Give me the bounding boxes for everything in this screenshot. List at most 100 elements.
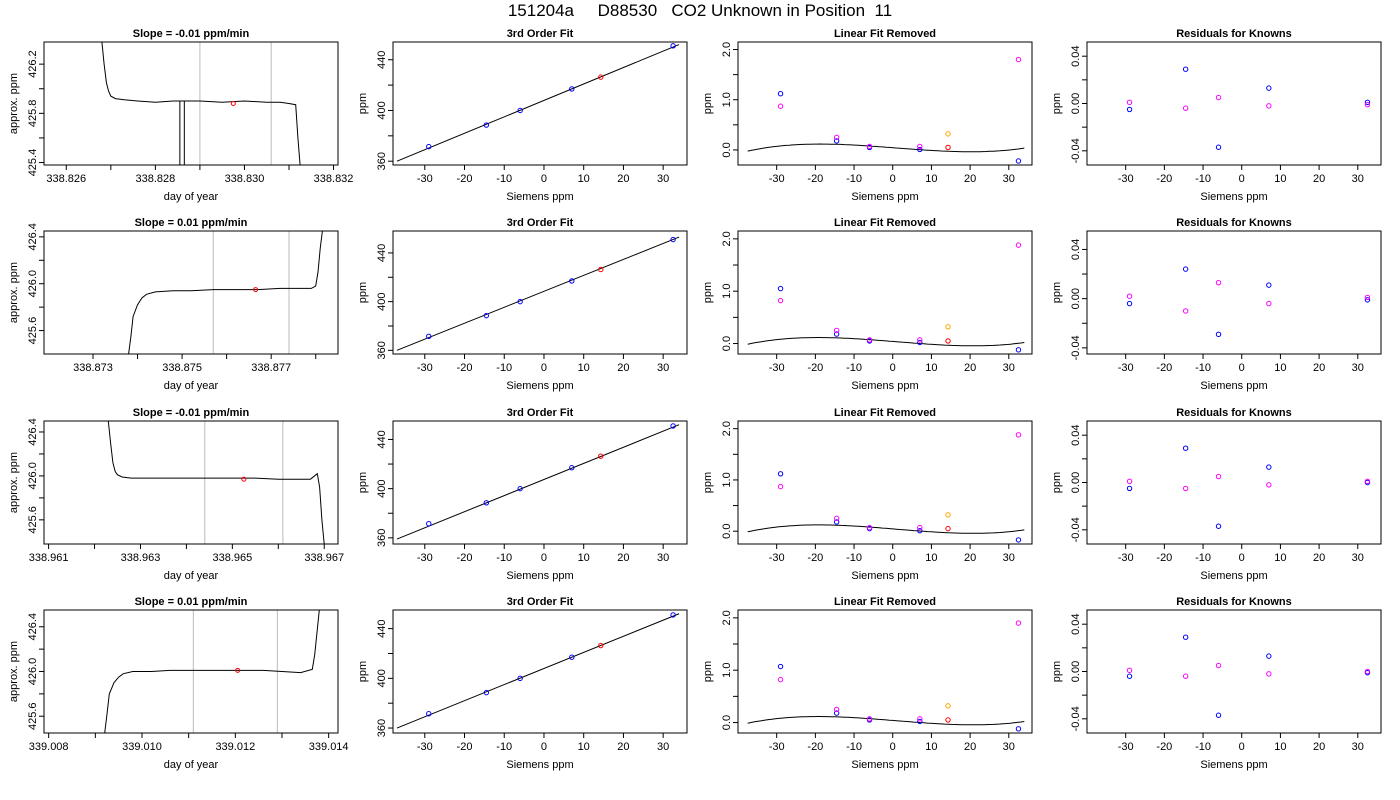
x-tick-label: 338.963 — [121, 552, 161, 564]
x-tick-label: 10 — [1274, 741, 1286, 753]
x-tick-label: 30 — [657, 362, 669, 374]
y-tick-label: 2.0 — [721, 610, 733, 625]
data-point-blue — [426, 333, 432, 340]
x-tick-label: 20 — [1313, 173, 1325, 185]
x-tick-label: 338.826 — [46, 173, 86, 185]
y-tick-label: 2.0 — [721, 231, 733, 246]
data-point-magenta — [1266, 300, 1272, 307]
panel-title: Slope = -0.01 ppm/min — [133, 28, 250, 40]
data-point-magenta — [866, 524, 873, 531]
x-tick-label: 30 — [657, 552, 669, 564]
y-tick-label: 440 — [376, 430, 388, 448]
data-point-magenta — [917, 143, 923, 150]
x-tick-label: 10 — [578, 552, 590, 564]
x-tick-label: -30 — [417, 552, 433, 564]
y-tick-label: 1.0 — [721, 663, 733, 678]
data-point-magenta — [1015, 620, 1022, 626]
x-tick-label: -20 — [1156, 362, 1172, 374]
y-tick-label: 426.4 — [27, 613, 39, 641]
x-axis-label: Siemens ppm — [1200, 191, 1267, 203]
y-axis-label: ppm — [357, 282, 369, 303]
data-point-magenta — [1015, 432, 1022, 438]
data-point-magenta — [1364, 668, 1371, 675]
plot-frame — [392, 420, 688, 545]
data-point-magenta — [833, 134, 840, 141]
y-axis-label: ppm — [357, 472, 369, 493]
panel-r4-c2: 3rd Order Fit -30 -20 -10 0 10 20 30 360 400 440 Si… — [357, 596, 688, 771]
data-point-magenta — [866, 337, 873, 343]
x-tick-label: 10 — [925, 552, 937, 564]
data-point-magenta — [866, 716, 873, 722]
data-point-blue — [517, 675, 523, 682]
x-tick-label: -10 — [1195, 741, 1211, 753]
data-point-magenta — [1182, 485, 1189, 492]
x-tick-label: 20 — [1313, 362, 1325, 374]
data-point-blue — [517, 107, 523, 114]
y-tick-label: 0.0 — [721, 715, 733, 730]
data-point-magenta — [917, 716, 923, 722]
x-axis-label: Siemens ppm — [1200, 380, 1267, 392]
panel-title: Residuals for Knowns — [1176, 407, 1292, 419]
data-point-blue — [569, 278, 575, 284]
x-tick-label: -20 — [807, 552, 823, 564]
panel-title: Linear Fit Removed — [834, 407, 936, 419]
plot-area — [747, 432, 1025, 543]
x-tick-label: 0 — [541, 741, 547, 753]
data-point-blue — [1182, 634, 1189, 640]
plot-frame — [392, 41, 688, 166]
x-tick-label: 0 — [1239, 552, 1245, 564]
x-tick-label: 338.961 — [29, 552, 69, 564]
x-tick-label: 30 — [1003, 741, 1015, 753]
data-point-blue — [1182, 445, 1189, 451]
data-point-magenta — [1364, 478, 1371, 485]
x-tick-label: 10 — [578, 741, 590, 753]
data-point-blue — [1364, 99, 1371, 106]
data-point-blue — [483, 500, 490, 506]
data-point-magenta — [917, 337, 923, 343]
data-point-orange — [945, 703, 951, 709]
y-tick-label: 425.6 — [27, 702, 39, 730]
data-point-blue — [777, 91, 784, 97]
x-tick-label: 30 — [1003, 173, 1015, 185]
data-point-blue — [1266, 464, 1272, 470]
x-axis-label: Siemens ppm — [506, 570, 573, 582]
x-tick-label: 20 — [617, 552, 629, 564]
panel-r2-c1: Slope = 0.01 ppm/min 338.873 338.875 338.87… — [8, 217, 339, 392]
x-tick-label: 0 — [1239, 741, 1245, 753]
x-axis-label: Siemens ppm — [851, 570, 918, 582]
data-point-blue — [917, 339, 923, 346]
fit-line — [396, 613, 680, 729]
data-point-blue — [833, 138, 840, 144]
x-tick-label: 339.008 — [29, 741, 69, 753]
plot-frame — [392, 609, 688, 734]
data-point-blue — [426, 143, 432, 150]
fit-line — [396, 424, 680, 540]
data-point-red — [598, 642, 604, 649]
data-point-red — [945, 717, 951, 723]
panel-r1-c4: Residuals for Knowns -30 -20 -10 0 10 20 30 -0.0… — [1051, 28, 1382, 203]
x-tick-label: 338.828 — [135, 173, 175, 185]
x-tick-label: 338.832 — [314, 173, 354, 185]
x-tick-label: -30 — [769, 741, 785, 753]
plot-area — [107, 421, 325, 544]
x-tick-label: 30 — [1352, 173, 1364, 185]
x-tick-label: 339.010 — [122, 741, 162, 753]
x-tick-label: 338.967 — [304, 552, 344, 564]
x-tick-label: -30 — [1118, 552, 1134, 564]
data-point-red — [598, 74, 604, 80]
y-tick-label: 426.4 — [27, 418, 39, 446]
plot-area — [396, 612, 680, 729]
x-tick-label: 0 — [1239, 173, 1245, 185]
x-tick-label: -10 — [1195, 173, 1211, 185]
plot-area — [128, 231, 323, 354]
data-point-blue — [777, 471, 784, 477]
plot-area — [1126, 66, 1371, 150]
x-tick-label: 0 — [890, 552, 896, 564]
data-point-blue — [1015, 726, 1022, 732]
y-tick-label: 400 — [376, 669, 388, 687]
x-tick-label: 0 — [541, 552, 547, 564]
data-point-blue — [517, 485, 523, 492]
data-point-blue — [1364, 297, 1371, 303]
x-axis-label: Siemens ppm — [506, 380, 573, 392]
